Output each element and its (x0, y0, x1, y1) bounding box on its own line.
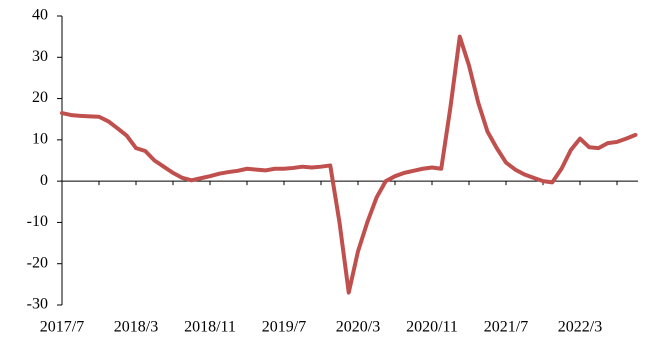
y-tick-label: -10 (27, 213, 48, 230)
x-tick-label: 2017/7 (40, 319, 84, 336)
x-tick-label: 2021/7 (484, 319, 528, 336)
y-tick-label: 40 (32, 7, 48, 24)
x-tick-label: 2019/7 (262, 319, 306, 336)
y-tick-label: 30 (32, 48, 48, 65)
y-tick-label: 10 (32, 131, 48, 148)
y-tick-label: 0 (40, 172, 48, 189)
x-tick-label: 2020/11 (406, 319, 458, 336)
x-tick-label: 2020/3 (336, 319, 380, 336)
data-line (60, 34, 638, 295)
y-tick-label: -30 (27, 296, 48, 313)
x-tick-label: 2018/3 (114, 319, 158, 336)
x-tick-label: 2018/11 (184, 319, 236, 336)
y-tick-label: -20 (27, 254, 48, 271)
y-tick-label: 20 (32, 89, 48, 106)
x-tick-label: 2022/3 (558, 319, 602, 336)
